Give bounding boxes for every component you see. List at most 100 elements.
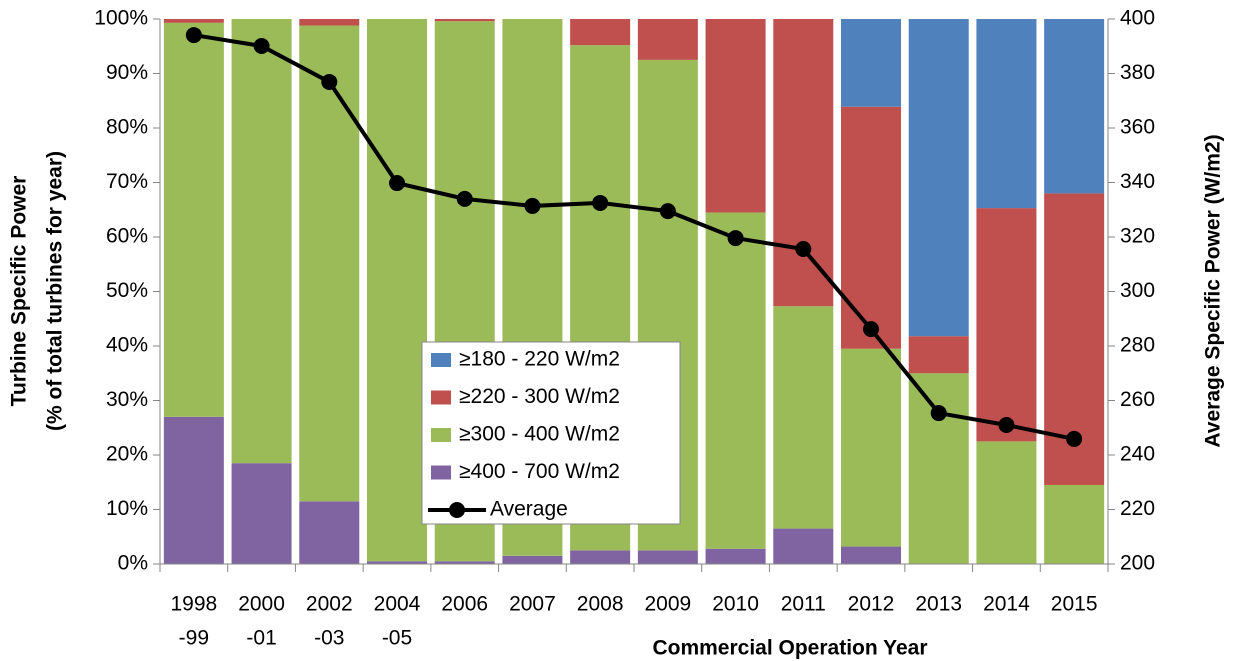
bar-segment [367,19,427,562]
marker [863,321,879,338]
bar-segment [570,19,631,46]
y2-tick-label: 200 [1120,552,1155,575]
bar-segment [705,212,766,549]
legend-swatch [431,390,451,405]
bar-segment [231,463,292,564]
x-tick-label: 2002 [306,593,353,616]
y-axis-title: (% of total turbines for year) [44,151,67,431]
bar-segment [773,19,834,307]
marker [930,405,947,422]
y-tick-label: 40% [106,334,148,357]
y-tick-label: 30% [106,388,148,411]
bar-segment [841,546,901,564]
legend-label: ≥300 - 400 W/m2 [459,423,620,446]
bar-segment [637,19,698,60]
bar-segment [367,561,427,564]
x-tick-label: -03 [314,627,344,650]
bar-segment [299,19,360,26]
marker [524,197,541,214]
y2-tick-label: 260 [1120,388,1155,411]
x-tick-label: 1998 [170,593,217,616]
bar-segment [231,19,292,464]
legend-label: ≥400 - 700 W/m2 [459,460,620,483]
bar-segment [705,19,766,213]
bar-segment [1044,484,1105,564]
x-tick-label: 2012 [848,593,895,616]
bar-segment [434,561,495,564]
marker [253,37,270,54]
y-tick-label: 90% [106,61,148,84]
marker [1066,430,1083,447]
bar-segment [841,106,901,349]
marker [592,194,609,211]
bar-segment [908,336,969,374]
bar-segment [976,441,1037,564]
bar-segment [773,528,834,564]
legend-marker [449,502,465,518]
x-tick-label: -01 [246,627,276,650]
bar-segment [299,501,360,564]
y-tick-label: 60% [106,225,148,248]
y-tick-label: 20% [106,443,148,466]
x-tick-label: 2009 [644,593,691,616]
marker [321,73,338,90]
y-tick-label: 70% [106,170,148,193]
legend-label: ≥220 - 300 W/m2 [459,385,620,408]
legend-label: ≥180 - 220 W/m2 [459,348,620,371]
y2-tick-label: 280 [1120,334,1155,357]
bar-segment [841,19,901,107]
y2-tick-label: 300 [1120,279,1155,302]
marker [389,175,405,192]
y2-tick-label: 220 [1120,497,1155,520]
x-tick-label: 2010 [712,593,759,616]
bar-segment [976,208,1037,442]
bar-segment [434,19,495,22]
marker [727,230,744,247]
marker [185,27,202,44]
y2-tick-label: 320 [1120,225,1155,248]
bar-segment [637,550,698,564]
y-tick-label: 50% [106,279,148,302]
bar-segment [841,348,901,547]
y-tick-label: 100% [94,7,148,30]
x-axis-title: Commercial Operation Year [652,637,927,660]
x-tick-label: -99 [179,627,209,650]
y-tick-label: 10% [106,497,148,520]
x-tick-label: 2008 [577,593,624,616]
bar-segment [976,19,1037,209]
bar-segment [1044,19,1105,194]
x-tick-label: 2007 [509,593,556,616]
legend-swatch [431,465,451,480]
bar-segment [299,25,360,502]
y-tick-label: 0% [118,552,148,575]
y2-tick-label: 400 [1120,7,1155,30]
legend-swatch [431,353,451,367]
x-tick-label: -05 [382,627,412,650]
x-tick-label: 2015 [1051,593,1098,616]
bar-segment [502,555,563,564]
bar-segment [773,306,834,529]
x-tick-label: 2011 [781,593,826,616]
bar-segment [705,548,766,564]
x-tick-label: 2013 [915,593,962,616]
y-axis-title: Turbine Specific Power [8,176,31,407]
legend-label: Average [490,498,568,521]
y-tick-label: 80% [106,116,148,139]
y2-axis-title: Average Specific Power (W/m2) [1202,134,1225,447]
x-tick-label: 2000 [238,593,285,616]
y2-tick-label: 240 [1120,443,1155,466]
bar-segment [163,416,224,564]
bar-segment [163,19,224,23]
marker [795,240,812,257]
x-tick-label: 2006 [441,593,488,616]
bar-segment [163,22,224,417]
line [193,33,1075,441]
x-tick-label: 2014 [983,593,1030,616]
marker [456,190,473,207]
legend-box [421,341,681,525]
bar-segment [908,373,969,564]
y2-tick-label: 380 [1120,61,1155,84]
y2-tick-label: 360 [1120,116,1155,139]
bar-segment [908,19,969,337]
